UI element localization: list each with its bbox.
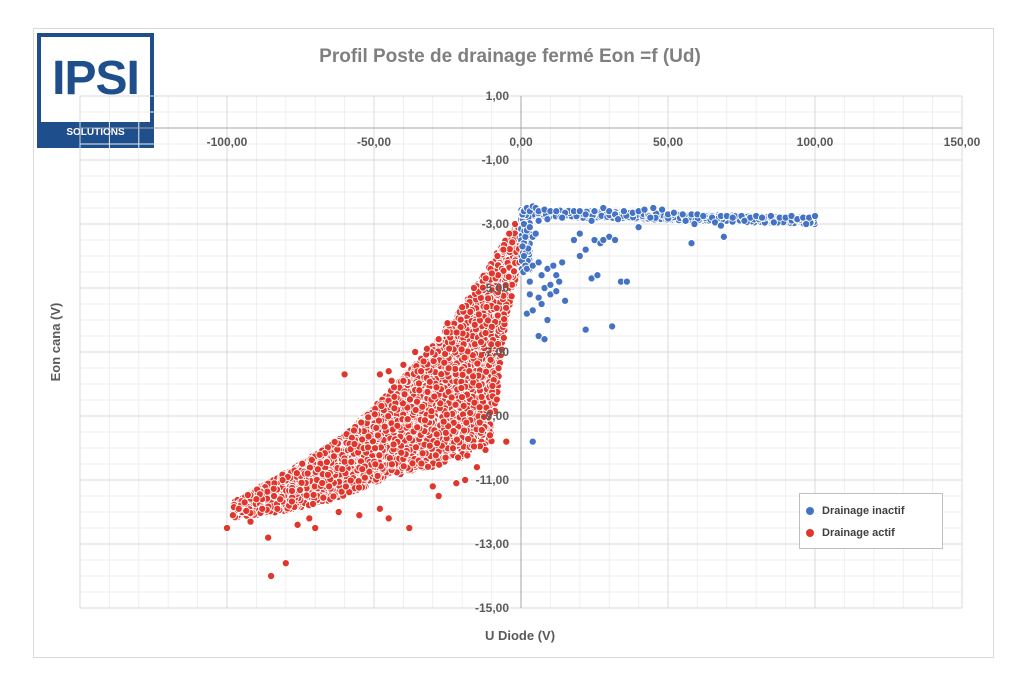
scatter-point-active (329, 492, 338, 501)
scatter-point-active (425, 441, 434, 450)
chart-frame (33, 28, 994, 658)
axes (80, 96, 962, 608)
scatter-point-active (405, 433, 414, 443)
scatter-point-active (302, 491, 311, 500)
scatter-point-active (469, 442, 479, 451)
chart-title: Profil Poste de drainage fermé Eon =f (U… (319, 46, 701, 67)
scatter-point-active (499, 333, 508, 342)
scatter-point-active (488, 381, 497, 390)
scatter-point-active (466, 408, 475, 417)
scatter-point-active (423, 462, 433, 471)
scatter-point-active (408, 459, 417, 468)
scatter-point-active (441, 453, 450, 462)
scatter-point-active (411, 443, 421, 452)
scatter-point-active (483, 316, 493, 325)
scatter-point-active (460, 426, 469, 435)
scatter-point-active (464, 434, 473, 444)
logo-wordmark: IPSI (52, 52, 140, 105)
scatter-point-active (484, 294, 493, 303)
series-drainage-actif (222, 216, 526, 581)
scatter-point-active (448, 444, 457, 453)
scatter-point-active (431, 451, 440, 460)
scatter-point-active (473, 359, 482, 368)
scatter-point-active (474, 381, 483, 390)
scatter-point-active (432, 430, 441, 439)
scatter-point-active (441, 428, 450, 437)
scatter-point-active (433, 439, 442, 448)
scatter-point-active (507, 292, 516, 301)
scatter-point-active (447, 393, 456, 402)
scatter-point-active (459, 401, 468, 410)
scatter-point-active (417, 459, 426, 468)
scatter-point-active (470, 320, 479, 329)
